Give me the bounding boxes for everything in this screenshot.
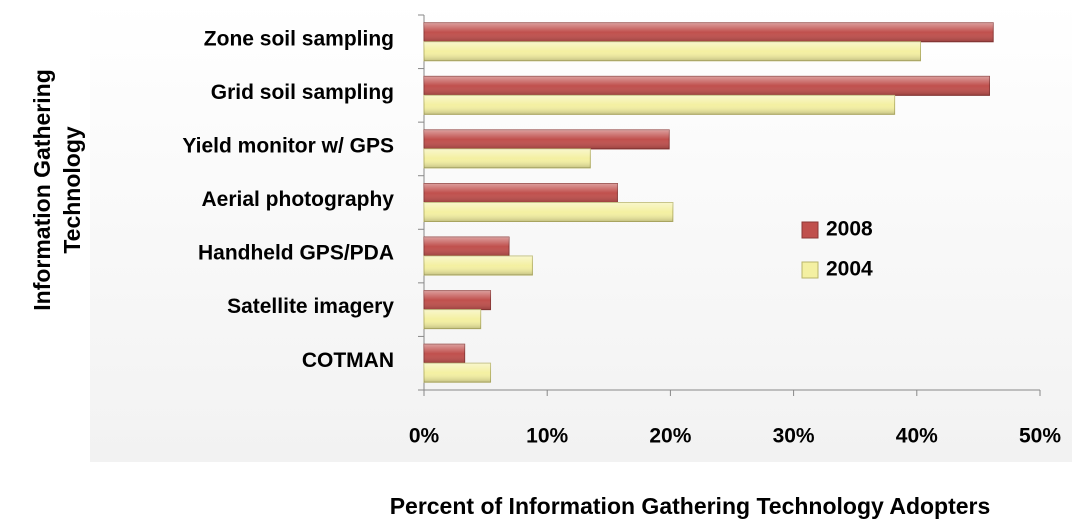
y-tick-label: Aerial photography — [201, 188, 394, 211]
bar — [423, 183, 618, 203]
legend-swatch — [801, 261, 819, 279]
bar — [423, 75, 990, 96]
bar — [423, 309, 482, 330]
y-tick-label: Grid soil sampling — [211, 81, 394, 104]
bar — [423, 202, 674, 222]
y-tick-label: Yield monitor w/ GPS — [182, 134, 394, 157]
x-tick-label: 20% — [649, 425, 691, 448]
bar — [423, 236, 510, 257]
x-tick-label: 0% — [409, 425, 440, 448]
x-tick-label: 50% — [1019, 425, 1061, 448]
bar — [423, 255, 533, 276]
bar — [423, 290, 492, 311]
x-tick-label: 10% — [526, 425, 568, 448]
y-tick-label: Satellite imagery — [227, 295, 394, 318]
y-tick-label: Handheld GPS/PDA — [198, 242, 394, 265]
y-axis-title: Information Gathering — [29, 69, 55, 311]
chart-area — [90, 0, 1072, 462]
bar — [423, 94, 896, 115]
x-tick-label: 30% — [773, 425, 815, 448]
bar — [423, 41, 921, 62]
legend-label: 2004 — [826, 258, 873, 281]
x-axis-title: Percent of Information Gathering Technol… — [390, 493, 991, 519]
bar — [423, 22, 994, 43]
y-axis-title: Technology — [59, 126, 85, 254]
bar — [423, 362, 492, 383]
y-tick-label: COTMAN — [302, 349, 394, 372]
legend-label: 2008 — [826, 218, 873, 241]
bar — [423, 129, 670, 150]
y-tick-label: Zone soil sampling — [204, 27, 394, 50]
bar — [423, 343, 466, 364]
bar — [423, 148, 591, 169]
legend-swatch — [801, 221, 819, 239]
x-tick-label: 40% — [896, 425, 938, 448]
